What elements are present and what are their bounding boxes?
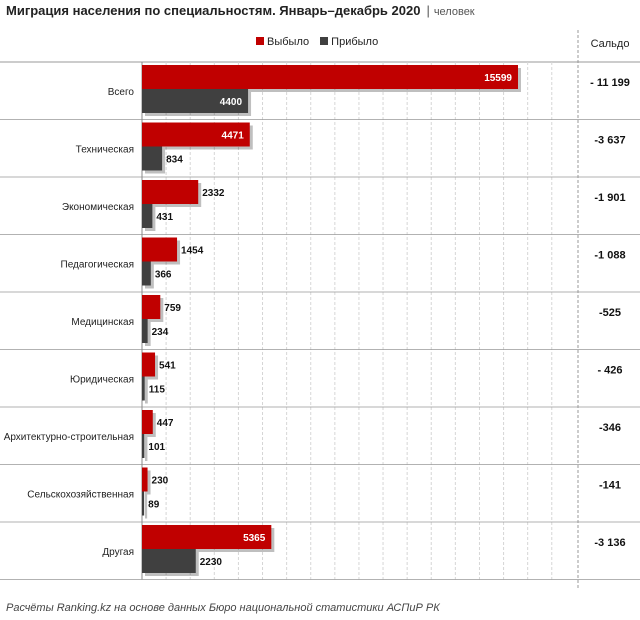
category-label: Другая	[102, 547, 134, 558]
bar-shadow	[145, 322, 151, 346]
data-label-series1: 230	[152, 476, 169, 487]
legend-label-series1: Выбыло	[267, 36, 310, 48]
bar-series2	[142, 146, 163, 171]
bar-series1	[142, 352, 156, 377]
data-label-series1: 1454	[181, 246, 204, 257]
category-label: Юридическая	[70, 374, 134, 385]
bar-series1	[142, 410, 153, 434]
saldo-value: -1 901	[594, 192, 625, 204]
legend-label-series2: Прибыло	[331, 36, 379, 48]
legend-item-series1: Выбыло	[256, 36, 309, 48]
saldo-value: -3 637	[594, 134, 625, 146]
saldo-header: Сальдо	[590, 38, 630, 50]
data-label-series1: 541	[159, 361, 176, 372]
data-label-series1: 447	[157, 418, 174, 429]
saldo-value: -525	[599, 307, 621, 319]
bar-series2	[142, 319, 148, 343]
data-label-series1: 759	[164, 303, 181, 314]
bar-shadow	[145, 379, 148, 404]
bar-shadow	[145, 437, 148, 461]
category-label: Экономическая	[62, 202, 134, 213]
data-label-series2: 366	[155, 270, 172, 281]
category-label: Архитектурно-строительная	[4, 432, 134, 443]
bar-shadow	[145, 470, 151, 495]
data-label-series2: 89	[148, 500, 160, 511]
bar-series2	[142, 261, 151, 286]
bar-series1	[142, 467, 148, 492]
bar-series2	[142, 204, 153, 228]
category-label: Медицинская	[71, 317, 134, 328]
data-label-series1: 2332	[202, 188, 225, 199]
saldo-value: - 11 199	[590, 77, 630, 89]
category-label: Техническая	[76, 144, 134, 155]
data-label-series1: 4471	[222, 131, 245, 142]
data-label-series2: 101	[148, 442, 165, 453]
bar-series2	[142, 434, 145, 458]
bar-shadow	[145, 494, 148, 519]
bar-series2	[142, 89, 249, 113]
data-label-series2: 234	[152, 327, 169, 338]
saldo-value: -141	[599, 479, 621, 491]
legend-swatch-series2	[320, 37, 329, 46]
title-separator: |	[426, 3, 430, 18]
data-label-series2: 834	[166, 155, 183, 166]
bar-series1	[142, 525, 272, 549]
data-label-series2: 2230	[200, 557, 223, 568]
bar-series1	[142, 237, 178, 262]
data-label-series1: 15599	[484, 73, 512, 84]
chart-area: Всего 15599 4400 - 11 199 Техническая 4471 834…	[0, 30, 640, 590]
data-label-series2: 115	[149, 385, 166, 396]
legend-item-series2: Прибыло	[320, 36, 378, 48]
category-label: Сельскохозяйственная	[27, 489, 134, 500]
saldo-value: - 426	[597, 364, 622, 376]
saldo-value: -1 088	[594, 249, 625, 261]
chart-title: Миграция населения по специальностям. Ян…	[6, 3, 475, 18]
bar-series2	[142, 491, 145, 516]
chart-title-text: Миграция населения по специальностям. Ян…	[6, 3, 421, 18]
data-label-series1: 5365	[243, 533, 266, 544]
bar-series1	[142, 180, 199, 204]
saldo-value: -3 136	[594, 537, 625, 549]
legend-swatch-series1	[256, 37, 264, 46]
data-label-series2: 4400	[220, 97, 243, 108]
bar-series2	[142, 549, 196, 573]
bar-series1	[142, 65, 518, 89]
bar-series1	[142, 295, 161, 319]
legend: Выбыло Прибыло	[256, 36, 386, 48]
unit-label: человек	[433, 6, 475, 18]
source-note: Расчёты Ranking.kz на основе данных Бюро…	[6, 602, 440, 614]
data-label-series2: 431	[156, 212, 173, 223]
category-label: Всего	[108, 87, 135, 98]
category-label: Педагогическая	[61, 259, 135, 270]
bar-series2	[142, 376, 145, 401]
saldo-value: -346	[599, 422, 621, 434]
bar-series1	[142, 122, 250, 147]
